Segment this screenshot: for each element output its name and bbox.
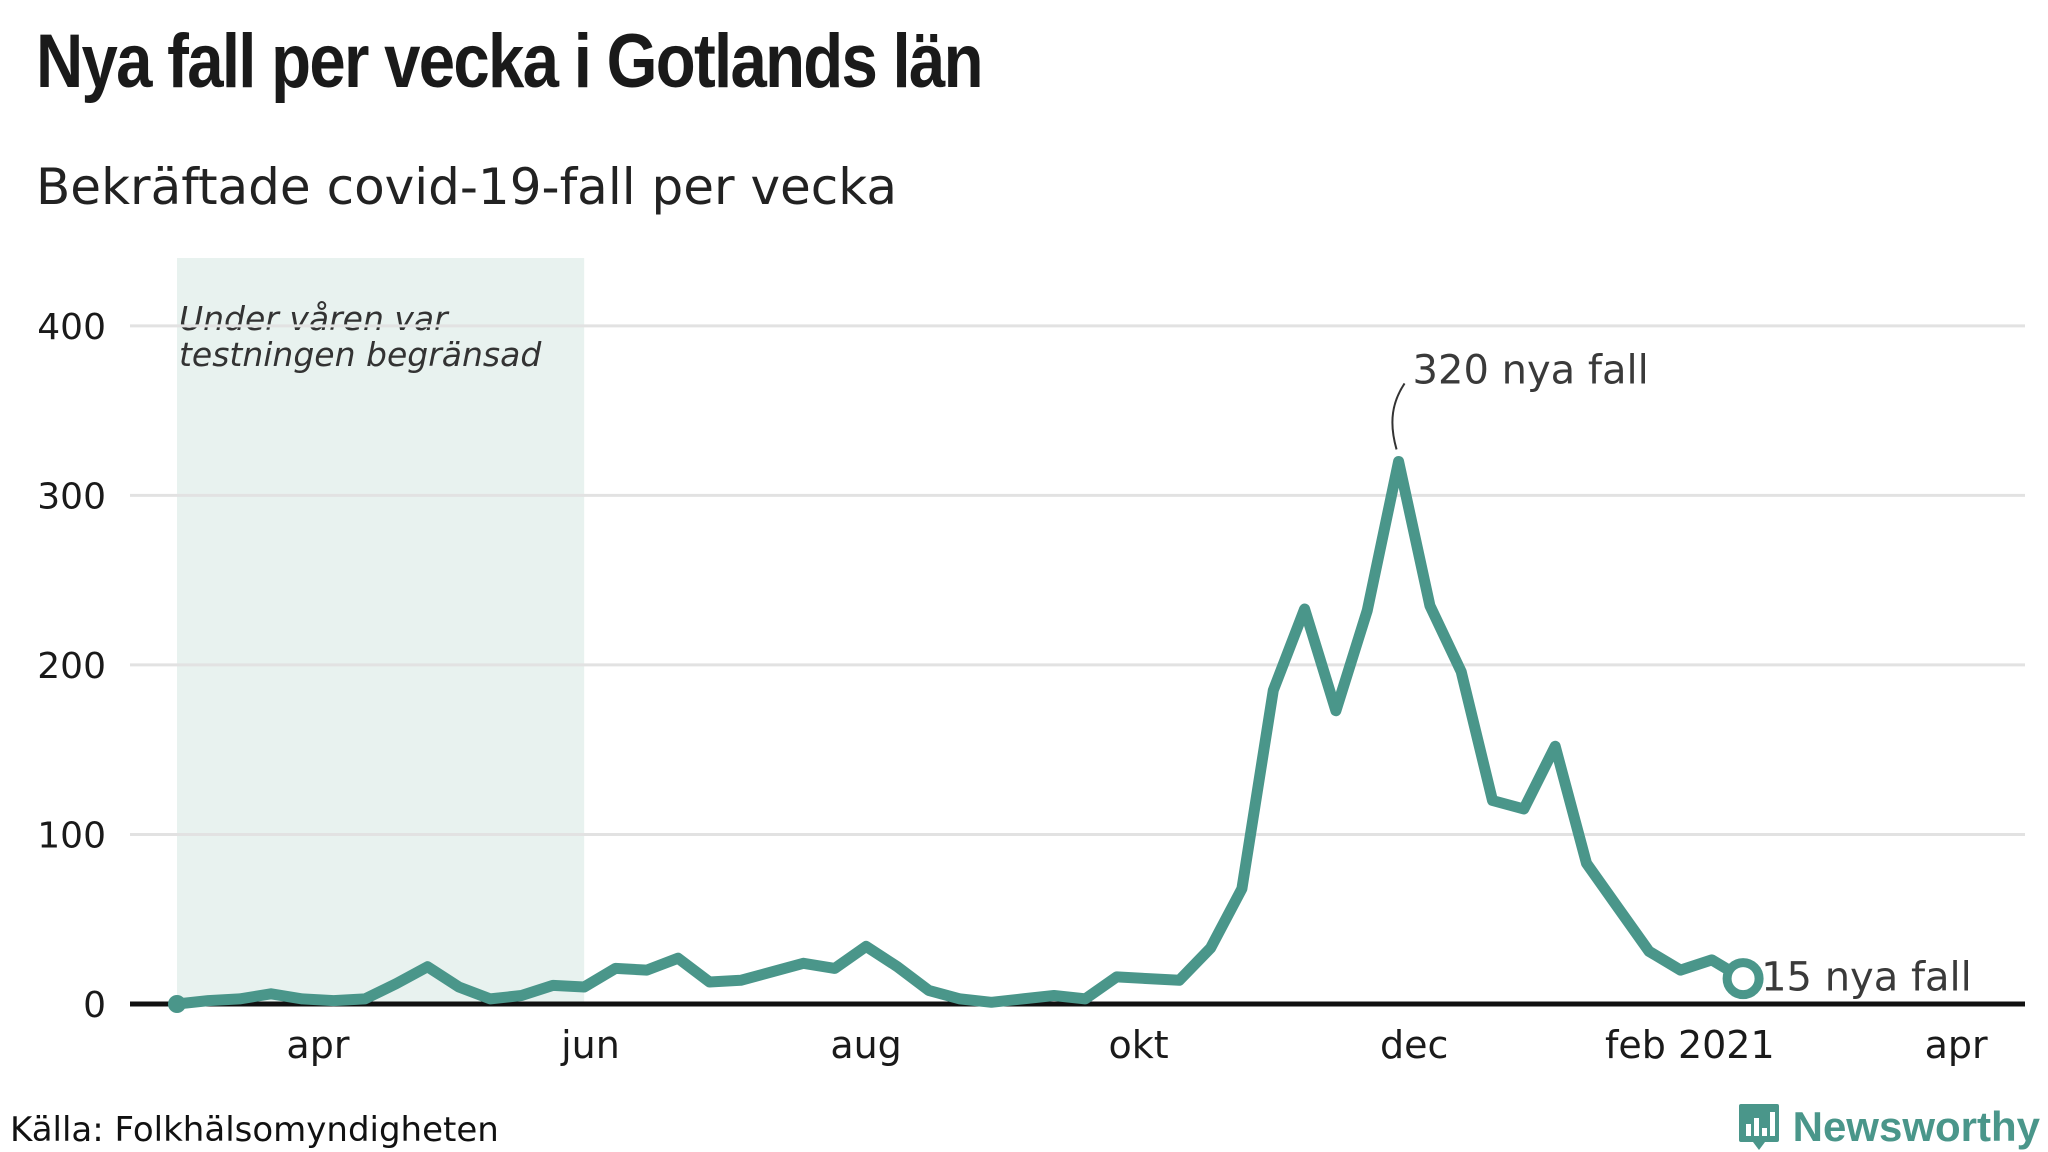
x-axis-ticks: apr jun aug okt dec feb 2021 apr — [286, 1023, 1988, 1067]
x-tick-label: apr — [1925, 1023, 1988, 1067]
y-tick-label: 200 — [37, 646, 106, 687]
series-line — [171, 456, 1749, 1010]
newsworthy-logo[interactable]: Newsworthy — [1737, 1102, 2040, 1152]
x-tick-label: apr — [286, 1023, 349, 1067]
peak-annotation-connector — [1391, 382, 1406, 450]
chart-title: Nya fall per vecka i Gotlands län — [36, 19, 984, 104]
last-value-annotation-label: 15 nya fall — [1761, 955, 1972, 1001]
x-tick-label: aug — [830, 1023, 902, 1067]
peak-annotation-label: 320 nya fall — [1413, 347, 1649, 393]
y-tick-label: 0 — [83, 985, 106, 1026]
x-tick-label: feb 2021 — [1605, 1023, 1775, 1067]
source-note: Källa: Folkhälsomyndigheten — [10, 1110, 499, 1150]
shaded-region-label-line: Under våren var — [179, 299, 450, 338]
y-axis-ticks: 0 100 200 300 400 — [37, 307, 106, 1026]
annotations: 320 nya fall 15 nya fall — [1391, 347, 1972, 1001]
x-tick-label: dec — [1380, 1023, 1448, 1067]
y-tick-label: 400 — [37, 307, 106, 348]
brand-name: Newsworthy — [1792, 1103, 2040, 1150]
y-tick-label: 300 — [37, 476, 106, 517]
series-layer — [167, 456, 1749, 1013]
gridlines — [130, 324, 2025, 1007]
shaded-region-label-line: testningen begränsad — [179, 335, 542, 374]
last-value-marker — [1722, 958, 1764, 1000]
x-tick-label: jun — [560, 1023, 620, 1067]
chart-subtitle: Bekräftade covid-19-fall per vecka — [36, 158, 898, 216]
shaded-region — [176, 258, 585, 1004]
y-tick-label: 100 — [37, 815, 106, 856]
newsworthy-logo-icon — [1738, 1104, 1779, 1150]
series-start-point — [167, 995, 186, 1013]
x-tick-label: okt — [1109, 1023, 1169, 1067]
